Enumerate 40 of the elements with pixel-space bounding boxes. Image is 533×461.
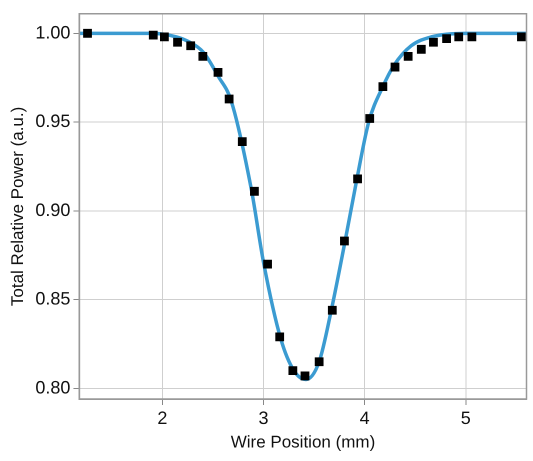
point: [454, 32, 464, 42]
point: [186, 41, 196, 50]
point: [238, 137, 247, 146]
point: [263, 260, 272, 268]
y-tick-label: 0.80: [35, 377, 70, 398]
point: [365, 114, 374, 123]
x-tick-label: 2: [157, 408, 168, 428]
y-axis-title: Total Relative Power (a.u.): [8, 106, 27, 306]
point: [314, 357, 324, 366]
point: [416, 44, 426, 54]
point: [148, 30, 158, 40]
line-series: [79, 32, 526, 382]
x-tick-label: 3: [258, 408, 269, 428]
point: [378, 82, 388, 91]
y-tick-label: 0.85: [35, 288, 70, 309]
point: [83, 28, 92, 38]
point: [160, 32, 169, 42]
x-axis-title: Wire Position (mm): [230, 432, 376, 452]
y-tick-label: 0.95: [35, 111, 70, 132]
point: [517, 32, 526, 42]
point: [353, 174, 362, 184]
point: [442, 34, 451, 44]
point: [328, 306, 337, 315]
point: [214, 68, 222, 77]
point: [275, 332, 284, 342]
point: [250, 186, 259, 196]
point: [390, 62, 400, 72]
point: [198, 52, 208, 61]
point: [429, 38, 438, 47]
point: [340, 236, 349, 246]
point: [288, 366, 298, 375]
point: [224, 94, 234, 104]
point: [300, 372, 310, 380]
x-tick-label: 4: [360, 408, 370, 428]
point: [404, 52, 413, 61]
y-tick-label: 1.00: [35, 22, 70, 42]
x-tick-label: 5: [460, 408, 471, 428]
point: [467, 32, 476, 42]
point: [173, 38, 182, 47]
y-tick-label: 0.90: [35, 200, 70, 220]
